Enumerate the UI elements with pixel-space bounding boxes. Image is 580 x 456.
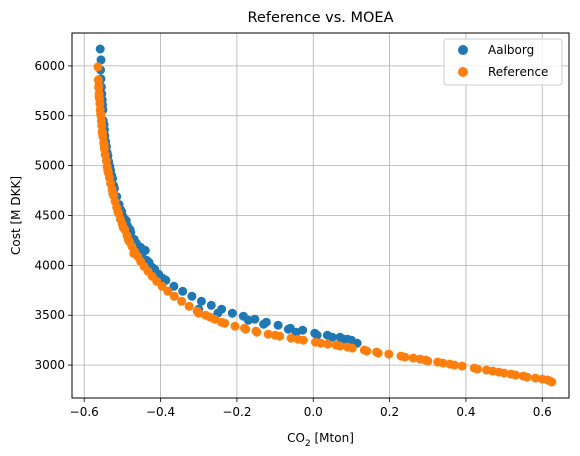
data-point-reference bbox=[99, 141, 109, 151]
data-point-aalborg bbox=[96, 55, 106, 65]
data-point-reference bbox=[263, 329, 273, 339]
legend-label-aalborg: Aalborg bbox=[488, 43, 534, 57]
data-point-aalborg bbox=[206, 300, 216, 310]
legend: Aalborg Reference bbox=[443, 38, 563, 86]
data-point-reference bbox=[472, 364, 482, 374]
data-point-reference bbox=[362, 346, 372, 356]
data-point-reference bbox=[113, 207, 123, 216]
data-point-aalborg bbox=[227, 308, 237, 318]
y-tick-label: 5500 bbox=[34, 109, 65, 123]
data-point-reference bbox=[230, 321, 240, 331]
y-tick-label: 6000 bbox=[34, 59, 65, 73]
data-point-reference bbox=[93, 62, 103, 72]
x-axis-label-subscript: 2 bbox=[305, 439, 311, 449]
data-point-reference bbox=[194, 308, 204, 318]
data-point-reference bbox=[373, 348, 383, 358]
y-tick-label: 3500 bbox=[34, 308, 65, 322]
data-point-aalborg bbox=[273, 320, 283, 330]
data-point-reference bbox=[94, 92, 104, 102]
data-points bbox=[93, 44, 557, 387]
data-point-reference bbox=[129, 248, 139, 258]
x-tick-label: 0.0 bbox=[304, 405, 323, 419]
x-tick-label: −0.2 bbox=[222, 405, 251, 419]
chart-title: Reference vs. MOEA bbox=[248, 10, 394, 26]
data-point-aalborg bbox=[243, 315, 253, 325]
data-point-reference bbox=[522, 372, 532, 382]
data-point-reference bbox=[331, 340, 341, 350]
x-axis-label-unit: [Mton] bbox=[311, 431, 354, 445]
data-point-aalborg bbox=[327, 332, 337, 342]
data-point-reference bbox=[457, 361, 467, 371]
data-point-reference bbox=[343, 342, 353, 352]
data-point-reference bbox=[123, 234, 133, 244]
data-point-reference bbox=[384, 349, 394, 359]
data-point-reference bbox=[293, 334, 303, 344]
x-axis-label-main: CO bbox=[287, 431, 305, 445]
data-point-aalborg bbox=[150, 264, 160, 274]
series-reference bbox=[93, 62, 557, 387]
data-point-reference bbox=[251, 326, 261, 336]
y-tick-label: 4000 bbox=[34, 258, 65, 272]
data-point-reference bbox=[205, 312, 215, 322]
data-point-reference bbox=[270, 330, 280, 340]
data-point-reference bbox=[96, 109, 106, 119]
data-point-aalborg bbox=[291, 327, 301, 337]
data-point-aalborg bbox=[95, 44, 105, 54]
data-point-reference bbox=[323, 339, 333, 349]
data-point-aalborg bbox=[178, 286, 188, 296]
data-point-aalborg bbox=[283, 324, 293, 334]
data-point-reference bbox=[184, 301, 194, 311]
data-point-reference bbox=[98, 129, 107, 139]
y-axis-label: Cost [M DKK] bbox=[9, 176, 23, 255]
data-point-reference bbox=[169, 291, 179, 301]
data-point-reference bbox=[217, 317, 227, 327]
data-point-aalborg bbox=[339, 334, 349, 344]
data-point-aalborg bbox=[187, 291, 197, 301]
data-point-reference bbox=[423, 356, 433, 366]
legend-marker-reference bbox=[458, 67, 468, 77]
axis-ticks: −0.6 −0.4 −0.2 0.0 0.2 0.4 0.6 3000 3500 4000 4500… bbox=[34, 59, 551, 419]
data-point-reference bbox=[415, 354, 425, 364]
series-aalborg bbox=[95, 44, 362, 348]
data-point-reference bbox=[316, 338, 326, 348]
data-point-reference bbox=[108, 189, 118, 199]
data-point-reference bbox=[94, 81, 104, 91]
x-tick-label: 0.6 bbox=[533, 405, 552, 419]
data-point-reference bbox=[163, 286, 173, 296]
legend-marker-aalborg bbox=[458, 45, 468, 55]
data-point-aalborg bbox=[169, 281, 179, 291]
data-point-aalborg bbox=[346, 335, 356, 345]
y-tick-label: 4500 bbox=[34, 209, 65, 223]
y-tick-label: 5000 bbox=[34, 159, 65, 173]
legend-label-reference: Reference bbox=[488, 65, 548, 79]
data-point-reference bbox=[240, 323, 249, 333]
data-point-reference bbox=[103, 166, 113, 176]
data-point-reference bbox=[530, 373, 540, 383]
data-point-reference bbox=[537, 374, 547, 384]
x-tick-label: −0.4 bbox=[146, 405, 175, 419]
data-point-reference bbox=[177, 296, 187, 306]
data-point-aalborg bbox=[259, 319, 269, 329]
data-point-reference bbox=[450, 360, 459, 370]
data-point-aalborg bbox=[196, 296, 206, 306]
data-point-aalborg bbox=[312, 330, 322, 340]
data-point-reference bbox=[499, 368, 509, 378]
data-point-reference bbox=[400, 352, 410, 362]
data-point-reference bbox=[286, 333, 296, 343]
data-point-reference bbox=[438, 358, 448, 368]
x-axis-label: CO2 [Mton] bbox=[287, 431, 354, 449]
data-point-reference bbox=[511, 370, 521, 380]
x-tick-label: −0.6 bbox=[70, 405, 99, 419]
y-tick-label: 3000 bbox=[34, 358, 65, 372]
x-tick-label: 0.4 bbox=[456, 405, 475, 419]
data-point-reference bbox=[408, 353, 418, 363]
data-point-reference bbox=[545, 376, 555, 386]
data-point-reference bbox=[118, 223, 128, 232]
legend-box bbox=[443, 38, 563, 86]
x-tick-label: 0.2 bbox=[380, 405, 399, 419]
data-point-reference bbox=[488, 366, 498, 376]
